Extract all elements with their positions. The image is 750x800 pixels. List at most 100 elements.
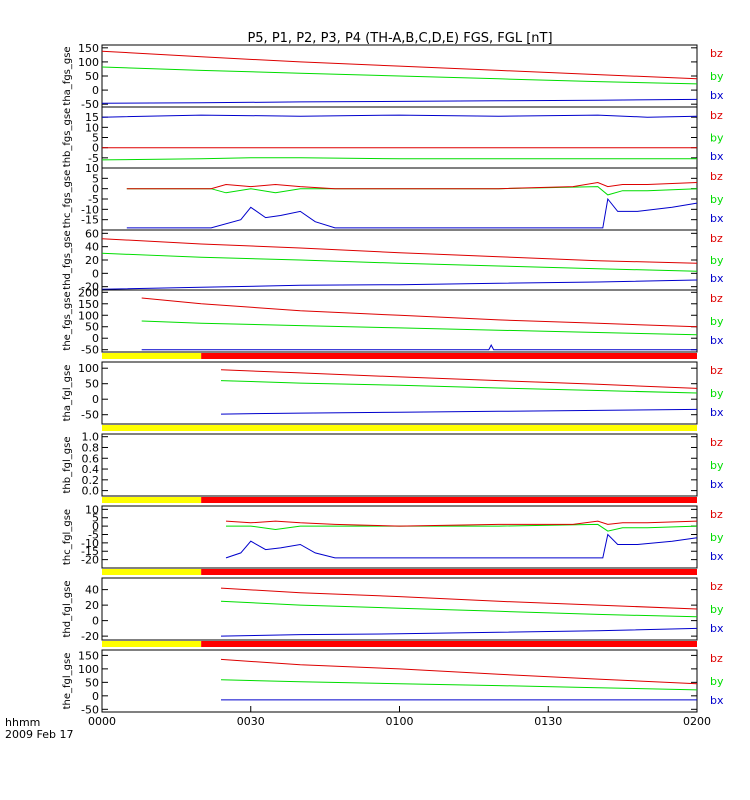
y-tick-label: 0 (92, 183, 99, 196)
series-bx (126, 197, 698, 229)
y-tick-label: 40 (85, 584, 99, 597)
y-axis-label: tha_fgs_gse (62, 46, 73, 105)
legend-bx: bx (710, 89, 724, 102)
legend-by: by (710, 315, 724, 328)
y-tick-label: -20 (81, 281, 99, 294)
y-axis-label: thc_fgl_gse (62, 509, 73, 565)
y-axis-label: thc_fgs_gse (62, 170, 73, 229)
y-tick-label: 100 (78, 362, 99, 375)
y-axis-label: thb_fgs_gse (62, 108, 73, 167)
y-axis-label: thd_fgs_gse (62, 230, 73, 289)
x-tick-label: 0130 (534, 715, 562, 728)
series-by (101, 157, 697, 161)
y-tick-label: 150 (78, 298, 99, 311)
y-tick-label: 0 (92, 690, 99, 703)
y-tick-label: 0 (92, 142, 99, 155)
panel-frame (101, 505, 698, 569)
series-bz (225, 520, 698, 527)
y-tick-label: 0 (92, 84, 99, 97)
status-bar-segment (201, 497, 697, 503)
y-tick-label: -15 (81, 545, 99, 558)
y-tick-label: 0 (92, 615, 99, 628)
y-tick-label: -15 (81, 214, 99, 227)
panel-frame (101, 289, 698, 353)
status-bar-segment (201, 569, 697, 575)
panel-tha_fgl_gse: -50 0 50 100 tha_fgl_gse bz by bx (62, 361, 724, 425)
time-axis: 0000 0030 0100 0130 0200 (88, 706, 711, 728)
status-bar-segment (201, 353, 697, 359)
panel-frame (101, 361, 698, 425)
legend-bz: bz (710, 292, 723, 305)
legend-bx: bx (710, 150, 724, 163)
legend-by: by (710, 387, 724, 400)
panel-thd_fgl_gse: -20 0 20 40 thd_fgl_gse bz by bx (62, 577, 724, 643)
y-tick-label: 20 (85, 254, 99, 267)
y-tick-label: 10 (85, 503, 99, 516)
series-by (220, 600, 698, 618)
y-tick-label: -50 (81, 409, 99, 422)
series-by (101, 66, 698, 85)
status-bar-segment (102, 497, 202, 503)
y-axis-label: thb_fgl_gse (62, 437, 73, 494)
y-tick-label: 60 (85, 227, 99, 240)
y-tick-label: 20 (85, 599, 99, 612)
legend-bz: bz (710, 652, 723, 665)
y-axis-label: the_fgs_gse (62, 291, 73, 350)
panel-frame (101, 433, 698, 497)
y-axis-label: tha_fgl_gse (62, 365, 73, 422)
panel-thb_fgl_gse: 0.00.20.40.60.81.0 thb_fgl_gse bz by bx (62, 431, 724, 498)
y-tick-label: 0.8 (82, 441, 100, 454)
series-bx (101, 279, 698, 290)
plot-title: P5, P1, P2, P3, P4 (TH-A,B,C,D,E) FGS, F… (247, 31, 552, 46)
y-tick-label: 0 (92, 332, 99, 345)
x-tick-label: 0030 (237, 715, 265, 728)
legend-by: by (710, 193, 724, 206)
series-by (220, 380, 698, 394)
legend-by: by (710, 459, 724, 472)
status-bar-segment (102, 353, 202, 359)
y-tick-label: 100 (78, 56, 99, 69)
series-bx (101, 98, 698, 104)
y-tick-label: 200 (78, 286, 99, 299)
series-by (101, 252, 698, 272)
legend-by: by (710, 254, 724, 267)
date-label: 2009 Feb 17 (5, 728, 73, 741)
series-bz (141, 297, 698, 328)
y-tick-label: 0.4 (82, 463, 100, 476)
legend-by: by (710, 70, 724, 83)
series-bz (101, 50, 698, 80)
y-tick-label: -10 (81, 203, 99, 216)
y-tick-label: 0.2 (82, 474, 100, 487)
series-bz (220, 658, 698, 685)
legend-bx: bx (710, 334, 724, 347)
legend-bx: bx (710, 406, 724, 419)
series-bz (220, 587, 698, 610)
x-tick-label: 0200 (683, 715, 711, 728)
y-tick-label: -5 (88, 152, 99, 165)
legend-bz: bz (710, 364, 723, 377)
y-tick-label: 10 (85, 121, 99, 134)
series-by (220, 679, 698, 691)
y-tick-label: 50 (85, 321, 99, 334)
y-tick-label: 40 (85, 241, 99, 254)
series-bx (220, 408, 698, 415)
status-bar-segment (201, 641, 697, 647)
y-tick-label: 15 (85, 111, 99, 124)
x-tick-label: 0100 (386, 715, 414, 728)
series-by (141, 320, 698, 336)
y-tick-label: -50 (81, 703, 99, 716)
y-tick-label: 0.6 (82, 452, 100, 465)
series-bx (141, 344, 697, 351)
y-tick-label: 150 (78, 649, 99, 662)
panel-frame (101, 649, 698, 713)
legend-bz: bz (710, 508, 723, 521)
y-tick-label: 50 (85, 70, 99, 83)
series-bx (101, 114, 698, 118)
legend-bx: bx (710, 694, 724, 707)
